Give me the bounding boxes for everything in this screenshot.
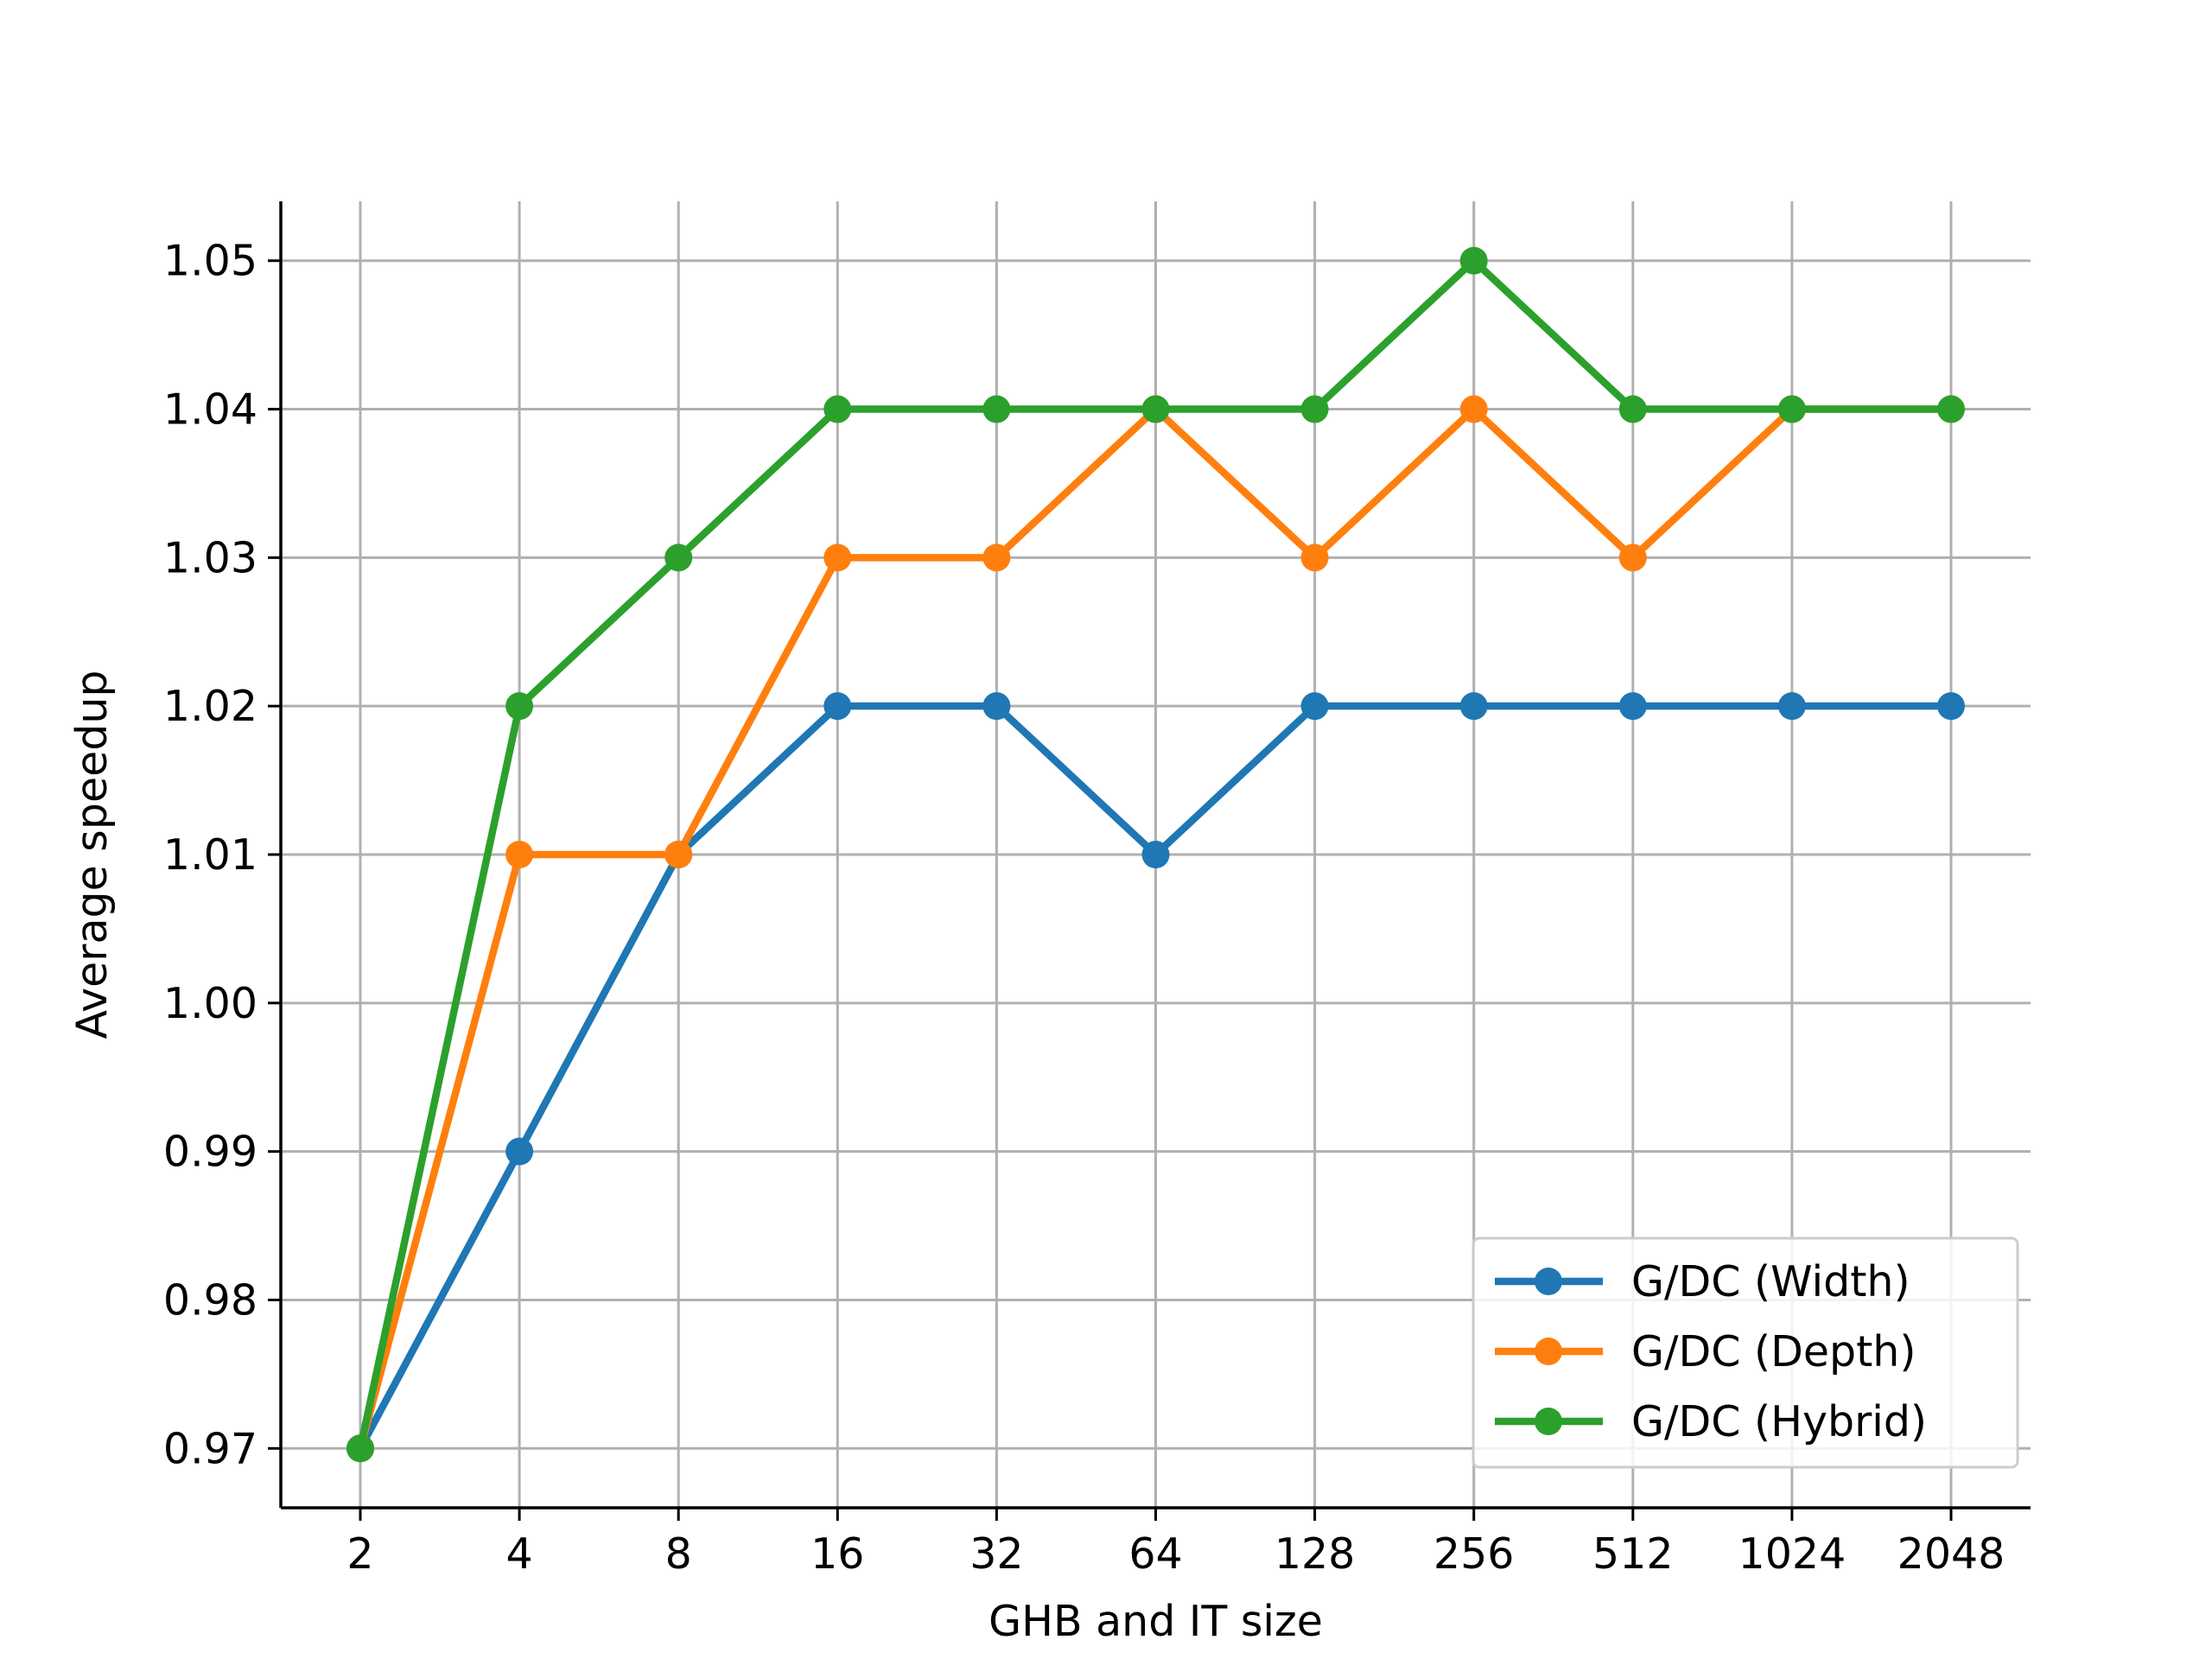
- x-tick-label: 128: [1274, 1529, 1356, 1579]
- x-tick-label: 256: [1433, 1529, 1515, 1579]
- x-tick-label: 2: [346, 1529, 373, 1579]
- data-point: [1300, 543, 1329, 572]
- tick-labels: 2 4 8 16 32 64 128 256 512 1024 2048 0.97 0.98 0.99 1.…: [163, 237, 2005, 1579]
- legend-item[interactable]: G/DC (Width): [1495, 1257, 1910, 1306]
- legend-label: G/DC (Depth): [1631, 1327, 1916, 1376]
- data-point: [982, 692, 1011, 721]
- y-tick-label: 0.97: [163, 1424, 257, 1473]
- legend-swatch-marker: [1535, 1408, 1562, 1435]
- data-point: [1459, 246, 1488, 275]
- x-axis-label: GHB and IT size: [988, 1597, 1323, 1646]
- data-point: [1300, 692, 1329, 721]
- x-tick-label: 4: [506, 1529, 533, 1579]
- data-point: [1937, 395, 1965, 423]
- data-point: [505, 692, 534, 721]
- data-point: [1777, 395, 1806, 423]
- legend-box: [1471, 1236, 2019, 1469]
- data-point: [1618, 395, 1647, 423]
- x-tick-label: 16: [810, 1529, 864, 1579]
- data-point: [664, 841, 693, 868]
- data-point: [982, 395, 1011, 423]
- legend-item[interactable]: G/DC (Depth): [1495, 1327, 1916, 1376]
- legend[interactable]: G/DC (Width) G/DC (Depth) G/DC (Hybrid): [1471, 1236, 2019, 1469]
- data-point: [346, 1434, 374, 1463]
- legend-label: G/DC (Width): [1631, 1257, 1910, 1306]
- data-point: [664, 543, 693, 572]
- y-tick-label: 1.03: [163, 533, 257, 582]
- x-tick-label: 8: [665, 1529, 692, 1579]
- y-tick-label: 1.04: [163, 385, 257, 435]
- series-group: [346, 246, 1965, 1463]
- data-point: [823, 692, 852, 721]
- y-tick-label: 0.99: [163, 1128, 257, 1177]
- data-point: [1141, 395, 1170, 423]
- data-point: [1300, 395, 1329, 423]
- y-tick-label: 1.05: [163, 237, 257, 286]
- data-point: [1459, 692, 1488, 721]
- legend-swatch-marker: [1535, 1338, 1562, 1365]
- x-tick-label: 1024: [1738, 1529, 1847, 1579]
- legend-label: G/DC (Hybrid): [1631, 1397, 1927, 1446]
- y-tick-label: 1.00: [163, 979, 257, 1028]
- data-point: [1777, 692, 1806, 721]
- x-tick-label: 32: [969, 1529, 1023, 1579]
- data-point: [1618, 543, 1647, 572]
- data-point: [1618, 692, 1647, 721]
- data-point: [1141, 841, 1170, 868]
- data-point: [505, 1137, 534, 1166]
- y-tick-label: 0.98: [163, 1275, 257, 1325]
- data-point: [982, 543, 1011, 572]
- y-axis-label: Average speedup: [67, 671, 117, 1039]
- x-tick-label: 2048: [1897, 1529, 2005, 1579]
- legend-item[interactable]: G/DC (Hybrid): [1495, 1397, 1927, 1446]
- y-tick-label: 1.01: [163, 830, 257, 880]
- legend-swatch-marker: [1535, 1268, 1562, 1295]
- y-tick-label: 1.02: [163, 682, 257, 731]
- series-g-dc-hybrid: [346, 246, 1965, 1463]
- axes: [268, 201, 2031, 1521]
- x-tick-label: 64: [1128, 1529, 1182, 1579]
- data-point: [1459, 395, 1488, 423]
- data-point: [823, 543, 852, 572]
- data-point: [1937, 692, 1965, 721]
- x-tick-label: 512: [1592, 1529, 1674, 1579]
- data-point: [823, 395, 852, 423]
- data-point: [505, 841, 534, 868]
